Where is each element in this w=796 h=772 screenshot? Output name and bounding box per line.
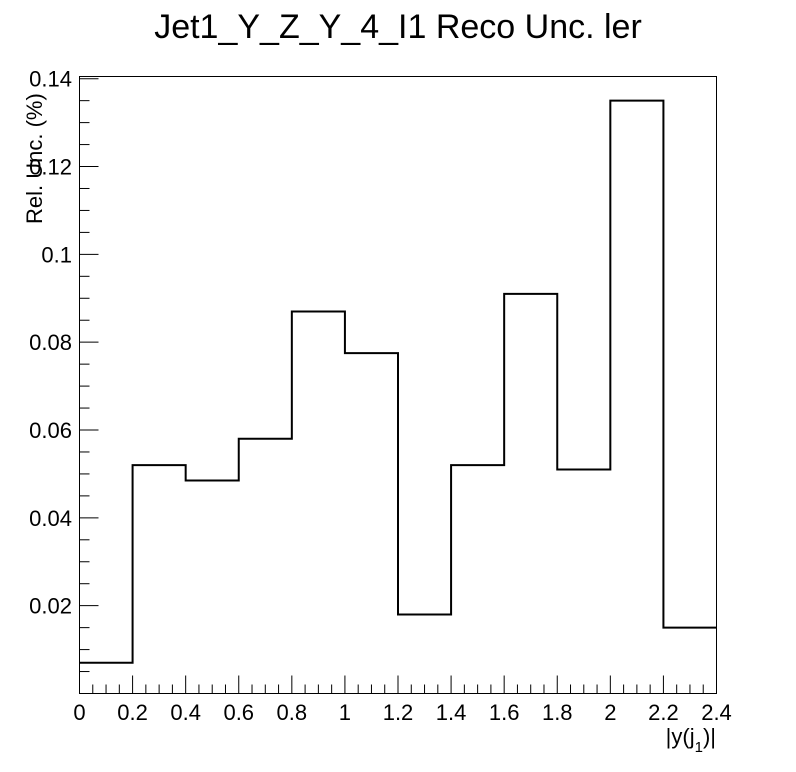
histogram-bin [557,470,610,694]
histogram-bin [451,465,504,693]
y-tick-label: 0.14 [29,67,72,92]
x-tick-label: 0 [73,700,85,725]
histogram-bin [398,614,451,693]
x-tick-label: 1 [339,700,351,725]
histogram-bin [504,294,557,694]
y-tick-label: 0.06 [29,418,72,443]
chart-title: Jet1_Y_Z_Y_4_I1 Reco Unc. ler [154,8,642,46]
y-tick-label: 0.02 [29,594,72,619]
x-axis-label: |y(j1)| [666,724,716,756]
x-tick-label: 0.4 [170,700,201,725]
x-tick-labels: 0 0.2 0.4 0.6 0.8 1 1.2 1.4 1.6 1.8 2 2.2 2.4 [73,700,731,725]
x-tick-label: 0.8 [277,700,308,725]
histogram-bin [186,481,239,694]
y-tick-labels: 0.02 0.04 0.06 0.08 0.1 0.12 0.14 [29,67,72,619]
x-tick-label: 0.2 [117,700,148,725]
histogram-bin [239,439,292,694]
histogram-bin [610,101,663,694]
x-tick-label: 2 [604,700,616,725]
x-tick-label: 2.4 [701,700,732,725]
y-axis-label: Rel. Unc. (%) [22,93,47,224]
axis-ticks [79,78,717,694]
x-tick-label: 1.4 [436,700,467,725]
y-tick-label: 0.04 [29,506,72,531]
y-tick-label: 0.08 [29,330,72,355]
y-tick-label: 0.12 [29,155,72,180]
histogram-bin [345,353,398,693]
histogram-outline [79,99,717,664]
histogram-bin [663,628,716,694]
histogram-bin [133,465,186,693]
x-tick-label: 1.2 [383,700,414,725]
x-tick-label: 0.6 [223,700,254,725]
x-tick-label: 2.2 [648,700,679,725]
histogram-bin [292,311,345,693]
y-tick-label: 0.1 [41,242,72,267]
x-tick-label: 1.8 [542,700,573,725]
x-tick-label: 1.6 [489,700,520,725]
